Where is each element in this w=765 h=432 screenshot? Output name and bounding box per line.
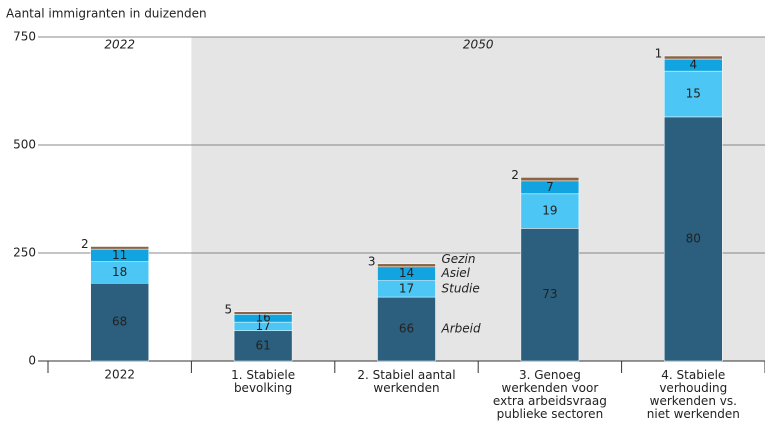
data-label: 19 (542, 204, 557, 218)
data-label: 68 (112, 315, 127, 329)
data-label: 18 (112, 265, 127, 279)
data-label: 7 (546, 180, 554, 194)
data-label: 15 (686, 87, 701, 101)
data-label: 73 (542, 287, 557, 301)
data-label: 17 (399, 281, 414, 295)
data-label: 17 (255, 319, 270, 333)
data-label: 80 (686, 231, 701, 245)
data-label: 11 (112, 248, 127, 262)
legend-label: Asiel (441, 266, 471, 280)
y-tick-label: 500 (13, 138, 36, 152)
bar-segment (377, 296, 436, 362)
bar-segment (664, 70, 723, 118)
bar-segment (520, 193, 580, 229)
data-label: 61 (255, 338, 270, 352)
legend-label: Arbeid (441, 322, 481, 336)
data-label: 14 (399, 266, 414, 280)
y-tick-label: 250 (13, 246, 36, 260)
legend-label: Gezin (442, 252, 476, 266)
data-label: 1 (655, 47, 663, 61)
data-label: 2 (81, 237, 89, 251)
x-tick-label: 4. Stabiele verhouding werkenden vs. niet w… (647, 368, 740, 421)
data-label: 2 (511, 168, 519, 182)
x-tick-label: 3. Genoeg werkenden voor extra arbeidsvraa… (493, 368, 607, 421)
x-tick-label: 2022 (104, 368, 135, 382)
data-label: 66 (399, 322, 414, 336)
x-tick-label: 1. Stabiele bevolking (231, 368, 295, 395)
y-tick-label: 750 (13, 30, 36, 44)
bar-segment (520, 228, 580, 362)
data-label: 5 (224, 302, 232, 316)
x-tick-label: 2. Stabiel aantal werkenden (357, 368, 455, 395)
legend-label: Studie (442, 281, 480, 295)
bar-segment (90, 282, 149, 362)
y-axis-title: Aantal immigranten in duizenden (6, 7, 207, 21)
y-tick-label: 0 (28, 354, 36, 368)
panel-label: 2022 (104, 38, 135, 52)
data-label: 3 (368, 254, 376, 268)
bar-segment (664, 55, 723, 60)
bar-segment (664, 116, 723, 362)
bar-segment (377, 263, 436, 268)
bar-segment (90, 246, 149, 250)
bar-segment (233, 311, 293, 315)
data-label: 4 (689, 58, 697, 72)
bar-segment (520, 177, 580, 182)
panel-label: 2050 (463, 38, 494, 52)
